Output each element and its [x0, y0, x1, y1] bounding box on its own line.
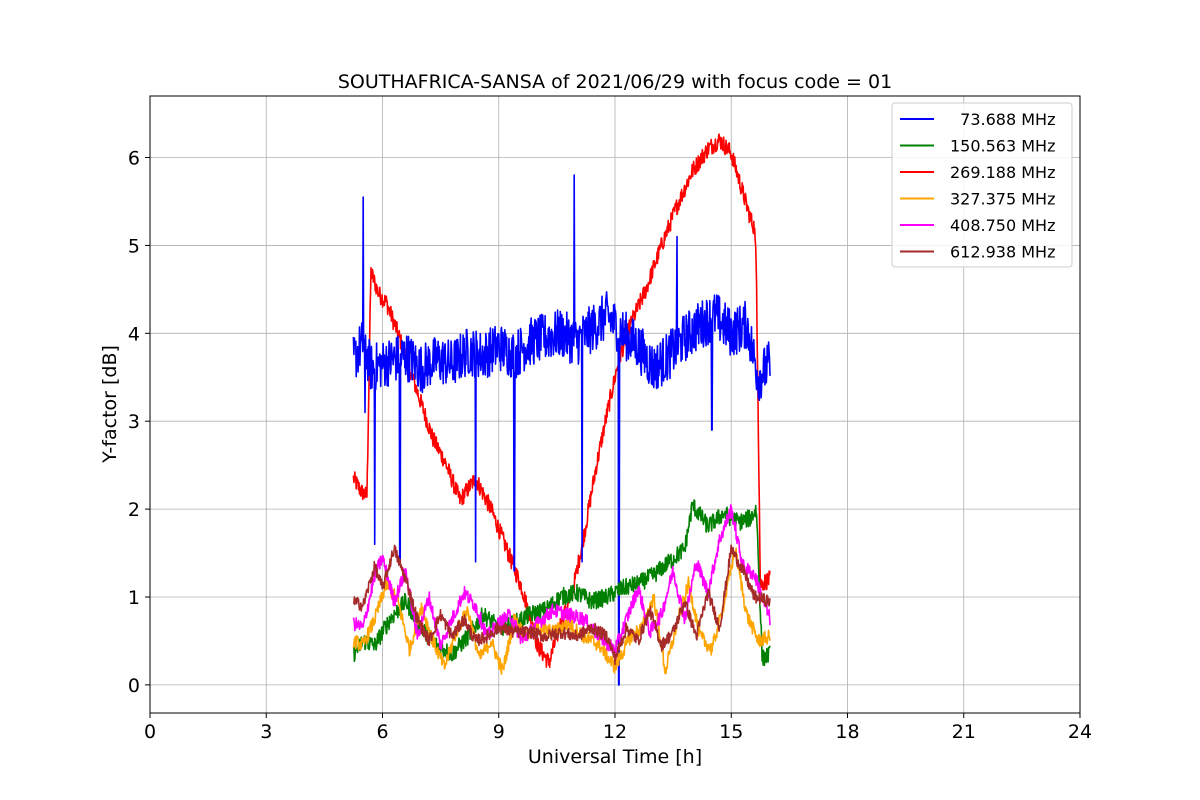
- x-tick-label: 15: [719, 721, 743, 743]
- legend-label: 408.750 MHz: [950, 216, 1055, 235]
- series-line: [352, 544, 771, 666]
- legend-label: 150.563 MHz: [950, 137, 1055, 156]
- y-tick-label: 6: [128, 148, 140, 170]
- chart-title: SOUTHAFRICA-SANSA of 2021/06/29 with foc…: [338, 71, 892, 93]
- x-tick-label: 6: [376, 721, 388, 743]
- legend-label: 612.938 MHz: [950, 243, 1055, 262]
- x-tick-label: 9: [493, 721, 505, 743]
- x-tick-label: 18: [835, 721, 859, 743]
- x-tick-label: 24: [1068, 721, 1092, 743]
- series-line: [352, 547, 771, 675]
- y-tick-label: 0: [128, 675, 140, 697]
- x-tick-label: 0: [144, 721, 156, 743]
- series-layer: [352, 133, 771, 686]
- series-line: [352, 504, 771, 654]
- y-axis-ticks: 0 1 2 3 4 5 6: [128, 148, 150, 697]
- x-tick-label: 21: [952, 721, 976, 743]
- legend-label: 73.688 MHz: [950, 110, 1055, 129]
- legend: 73.688 MHz 150.563 MHz 269.188 MHz 327.375 …: [891, 102, 1073, 268]
- series-line: [352, 174, 771, 686]
- y-tick-label: 2: [128, 499, 140, 521]
- y-tick-label: 4: [128, 323, 140, 345]
- y-tick-label: 3: [128, 411, 140, 433]
- x-tick-label: 3: [260, 721, 272, 743]
- y-tick-label: 1: [128, 587, 140, 609]
- y-tick-label: 5: [128, 235, 140, 257]
- legend-box: [891, 102, 1073, 268]
- legend-label: 269.188 MHz: [950, 163, 1055, 182]
- legend-label: 327.375 MHz: [950, 190, 1055, 209]
- x-axis-ticks: 0 3 6 9 12 15 18 21 24: [144, 713, 1092, 743]
- x-tick-label: 12: [603, 721, 627, 743]
- y-axis-label: Y-factor [dB]: [99, 345, 121, 464]
- series-line: [352, 499, 771, 667]
- x-axis-label: Universal Time [h]: [528, 746, 702, 768]
